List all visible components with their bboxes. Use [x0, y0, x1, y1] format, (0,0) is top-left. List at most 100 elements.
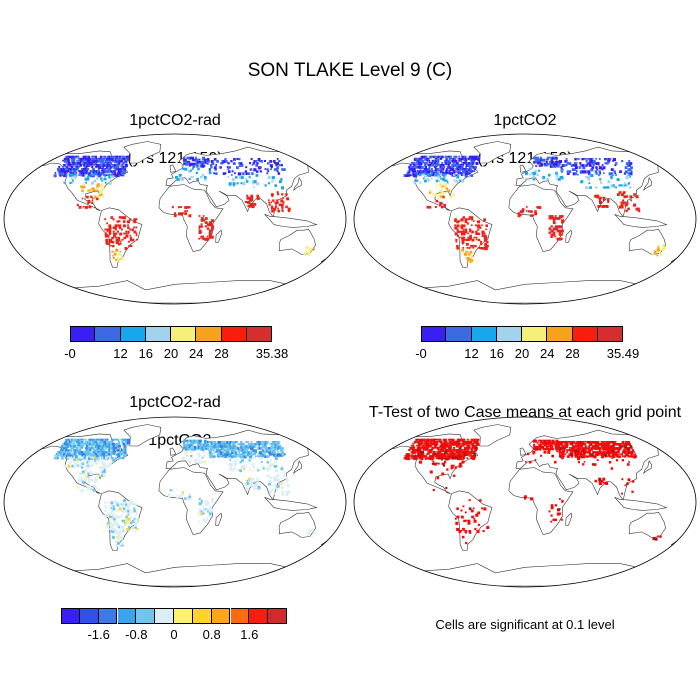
lake-temperature-cells	[53, 438, 316, 548]
colorbar-swatch	[597, 326, 623, 342]
panel-3-title-line-1: 1pctCO2-rad	[129, 394, 221, 411]
colorbar-tick-label: 12	[113, 346, 128, 361]
coastline-australia	[628, 511, 666, 538]
colorbar-tick-label: 35.49	[606, 346, 640, 361]
coastline-newZealand	[670, 536, 686, 546]
coastline-australia	[628, 228, 666, 255]
coastline-antarctica	[41, 563, 309, 587]
colorbar-swatch	[145, 326, 171, 342]
lake-temperature-cells	[403, 438, 662, 545]
coastline-newZealand	[320, 536, 336, 546]
coastline-britain	[519, 164, 527, 173]
colorbar-swatch	[120, 326, 146, 342]
colorbar-swatch	[196, 326, 222, 342]
colorbar-tick-label: 24	[189, 346, 204, 361]
map-border	[353, 133, 697, 305]
colorbar-tick-label: -0	[64, 346, 76, 361]
colorbar-swatch	[230, 608, 250, 624]
lake-temperature-cells	[53, 155, 315, 263]
map-panel-2	[353, 133, 697, 305]
colorbar-swatch	[95, 326, 121, 342]
coastline-greenland	[123, 424, 162, 447]
coastline-madagascar	[215, 512, 223, 526]
colorbar-tick-label: 28	[214, 346, 229, 361]
colorbar-tick-label: 24	[540, 346, 555, 361]
coastline-indonesia	[614, 497, 668, 511]
map-panel-3	[3, 416, 347, 588]
coastline-antarctica	[41, 280, 309, 304]
colorbar-tick-label: 0.8	[202, 627, 221, 642]
coastline-japan	[643, 177, 652, 191]
coastline-greenland	[473, 424, 512, 447]
coastline-indonesia	[264, 497, 318, 511]
coastline-japan	[293, 177, 302, 191]
coastline-britain	[169, 447, 177, 456]
colorbar-swatch	[547, 326, 573, 342]
colorbar-swatch	[171, 326, 197, 342]
colorbar-swatch	[572, 326, 598, 342]
colorbar-panel-2	[421, 326, 623, 342]
colorbar-panel-2-labels: -0 12 16 20 24 28 35.49	[350, 346, 700, 362]
colorbar-swatch	[192, 608, 212, 624]
coastline-britain	[519, 447, 527, 456]
coastline-newZealand	[320, 253, 336, 263]
colorbar-swatch	[221, 326, 247, 342]
colorbar-panel-3-labels: -1.6 -0.8 0 0.8 1.6	[0, 627, 350, 643]
colorbar-tick-label: 20	[514, 346, 530, 361]
coastline-japan	[643, 460, 652, 474]
colorbar-tick-label: 16	[489, 346, 504, 361]
colorbar-swatch	[249, 608, 269, 624]
coastline-madagascar	[565, 229, 573, 243]
figure-title: SON TLAKE Level 9 (C)	[247, 60, 453, 81]
coastline-madagascar	[215, 229, 223, 243]
map-border	[353, 416, 697, 588]
colorbar-swatch	[211, 608, 231, 624]
colorbar-tick-label: 1.6	[240, 627, 259, 642]
coastline-greenland	[473, 141, 512, 164]
colorbar-swatch	[174, 608, 193, 624]
coastline-japan	[293, 460, 302, 474]
map-panel-1	[3, 133, 347, 305]
colorbar-tick-label: 35.38	[255, 346, 289, 361]
colorbar-swatch	[117, 608, 137, 624]
colorbar-panel-1-labels: -0 12 16 20 24 28 35.38	[0, 346, 350, 362]
colorbar-tick-label: -0	[415, 346, 427, 361]
colorbar-swatch	[471, 326, 497, 342]
colorbar-swatch	[268, 608, 287, 624]
colorbar-tick-label: -1.6	[87, 627, 110, 642]
coastline-britain	[169, 164, 177, 173]
coastline-australia	[278, 511, 316, 538]
colorbar-swatch	[98, 608, 118, 624]
colorbar-panel-1	[70, 326, 272, 342]
colorbar-tick-label: 28	[565, 346, 580, 361]
colorbar-panel-3	[61, 608, 287, 624]
map-panel-4	[353, 416, 697, 588]
coastline-antarctica	[391, 280, 659, 304]
colorbar-swatch	[496, 326, 522, 342]
colorbar-swatch	[421, 326, 447, 342]
colorbar-swatch	[155, 608, 174, 624]
colorbar-swatch	[246, 326, 272, 342]
colorbar-tick-label: 0	[170, 627, 178, 642]
colorbar-tick-label: -0.8	[125, 627, 148, 642]
panel-1-title-line-1: 1pctCO2-rad	[129, 112, 221, 129]
colorbar-swatch	[446, 326, 472, 342]
colorbar-tick-label: 20	[163, 346, 179, 361]
colorbar-swatch	[79, 608, 99, 624]
coastline-indonesia	[614, 214, 668, 228]
colorbar-swatch	[522, 326, 548, 342]
significance-note: Cells are significant at 0.1 level	[435, 617, 615, 632]
map-border	[3, 416, 347, 588]
coastline-indonesia	[264, 214, 318, 228]
map-border	[3, 133, 347, 305]
coastline-greenland	[123, 141, 162, 164]
colorbar-swatch	[61, 608, 80, 624]
coastline-newZealand	[670, 253, 686, 263]
coastline-madagascar	[565, 512, 573, 526]
colorbar-swatch	[136, 608, 156, 624]
lake-temperature-cells	[403, 155, 666, 264]
coastline-antarctica	[391, 563, 659, 587]
panel-2-title-line-1: 1pctCO2	[493, 112, 557, 129]
colorbar-swatch	[70, 326, 96, 342]
colorbar-tick-label: 16	[138, 346, 153, 361]
